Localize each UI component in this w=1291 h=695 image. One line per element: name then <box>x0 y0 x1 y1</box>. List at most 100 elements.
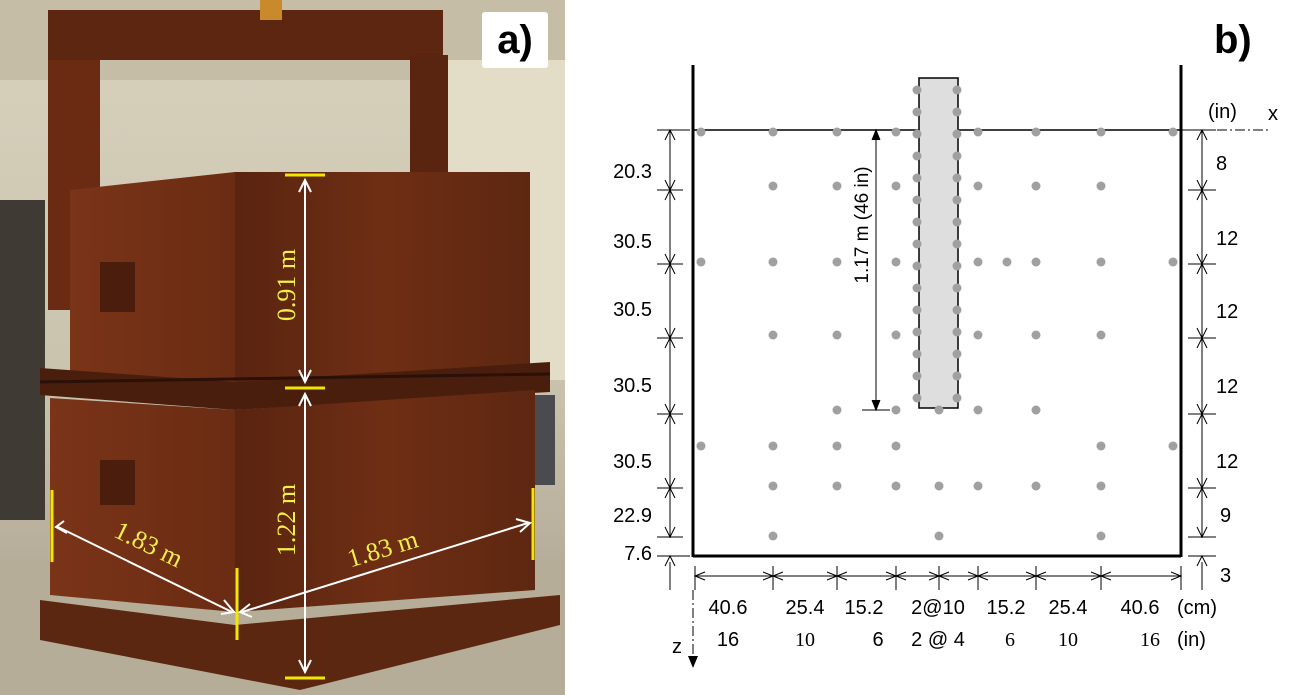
sensor-dot <box>912 327 922 337</box>
sensor-dot <box>1096 481 1106 491</box>
flange-edge <box>39 372 551 384</box>
sensor-dot <box>832 481 842 491</box>
sensor-dot <box>1031 481 1041 491</box>
sensor-dot <box>973 181 983 191</box>
sensor-dot <box>952 173 962 183</box>
left-dimension-chain <box>657 128 690 590</box>
lower-box-left-face <box>50 398 235 612</box>
frame-post-right <box>410 55 448 175</box>
dimension-lines <box>54 177 533 675</box>
panel-b-label: b) <box>1214 18 1252 62</box>
sensor-dot <box>952 239 962 249</box>
unit-in-top: (in) <box>1208 101 1237 123</box>
upper-box-right-face <box>235 172 530 385</box>
bottom-cm-label: 15.2 <box>987 597 1026 619</box>
sensor-dot <box>912 107 922 117</box>
sensor-dot <box>768 257 778 267</box>
bottom-in-label: 6 <box>1005 629 1015 651</box>
sensor-dot <box>912 85 922 95</box>
sensor-dot <box>973 330 983 340</box>
sensor-dot <box>1031 405 1041 415</box>
pile-length-label: 1.17 m (46 in) <box>852 166 873 283</box>
sensor-dot <box>952 129 962 139</box>
sensor-dot <box>1096 127 1106 137</box>
panel-a-label: a) <box>482 12 548 68</box>
sensor-dot <box>832 127 842 137</box>
sensor-dot <box>1096 441 1106 451</box>
dim-lower-height: 1.22 m <box>272 484 301 556</box>
left-cm-label: 30.5 <box>613 375 652 397</box>
bottom-in-label: 10 <box>795 629 815 651</box>
pile-length-dimension <box>862 128 890 412</box>
upper-box-left-face <box>70 172 235 385</box>
bottom-cm-label: 40.6 <box>709 597 748 619</box>
sensor-dot <box>832 405 842 415</box>
bottom-cm-label: 40.6 <box>1121 597 1160 619</box>
sensor-dot <box>1168 127 1178 137</box>
sensor-dot <box>768 531 778 541</box>
left-cm-label: 30.5 <box>613 299 652 321</box>
left-cm-label: 20.3 <box>613 161 652 183</box>
sensor-dot <box>952 327 962 337</box>
sensor-dot <box>891 481 901 491</box>
sensor-dot <box>1096 531 1106 541</box>
right-dimension-chain <box>1188 128 1216 590</box>
sensor-dot <box>1031 181 1041 191</box>
sensor-dot <box>768 441 778 451</box>
sensor-dot <box>768 181 778 191</box>
hydraulic-jack <box>260 0 282 20</box>
sensor-dot <box>912 195 922 205</box>
handle-lower <box>100 460 135 505</box>
bottom-in-label: 2 @ 4 <box>911 629 965 651</box>
bottom-in-label: 16 <box>1140 629 1160 651</box>
z-axis-label: z <box>672 636 682 658</box>
sensor-dot <box>952 305 962 315</box>
sensor-dot <box>891 127 901 137</box>
sensor-dot <box>952 85 962 95</box>
dimension-markers <box>50 173 535 680</box>
sensor-dot <box>891 257 901 267</box>
sensor-dot <box>832 181 842 191</box>
sensor-dot <box>934 531 944 541</box>
sensor-dot <box>912 305 922 315</box>
sensor-dot <box>934 405 944 415</box>
sensor-dot <box>832 441 842 451</box>
lower-box-right-face <box>235 390 535 612</box>
right-in-label: 9 <box>1220 505 1231 527</box>
bottom-cm-label: 2@10 <box>911 597 965 619</box>
right-in-labels: 8 12 12 12 12 9 3 <box>1216 153 1238 587</box>
left-cm-label: 30.5 <box>613 231 652 253</box>
sensor-dot <box>912 371 922 381</box>
bottom-in-label: 6 <box>872 629 883 651</box>
sensor-dot <box>696 257 706 267</box>
pile <box>918 77 959 409</box>
sensor-dot <box>912 239 922 249</box>
base-plate <box>40 595 560 690</box>
sensor-dot <box>952 151 962 161</box>
sensor-dot <box>1096 181 1106 191</box>
sensor-dot <box>1031 127 1041 137</box>
sensor-dot <box>768 127 778 137</box>
sensor-dot <box>952 261 962 271</box>
sensor-dot <box>891 181 901 191</box>
bottom-in-labels: 16 10 6 2 @ 4 6 10 16 <box>717 629 1160 651</box>
right-in-label: 12 <box>1216 228 1238 250</box>
bottom-cm-labels: 40.6 25.4 15.2 2@10 15.2 25.4 40.6 <box>709 597 1160 619</box>
right-in-label: 8 <box>1216 153 1227 175</box>
sensor-dot <box>891 330 901 340</box>
dim-upper-height: 0.91 m <box>272 249 301 321</box>
right-in-label: 12 <box>1216 451 1238 473</box>
sensor-dot <box>973 405 983 415</box>
sensor-dot <box>1031 257 1041 267</box>
sensor-points <box>696 85 1178 541</box>
sensor-dot <box>1031 330 1041 340</box>
frame-beam <box>48 10 443 60</box>
sensor-dot <box>891 405 901 415</box>
sensor-dot <box>912 261 922 271</box>
right-in-label: 3 <box>1220 565 1231 587</box>
sensor-dot <box>1096 257 1106 267</box>
sensor-dot <box>952 371 962 381</box>
shelf-left <box>0 200 45 520</box>
bottom-in-label: 10 <box>1058 629 1078 651</box>
sensor-dot <box>973 257 983 267</box>
